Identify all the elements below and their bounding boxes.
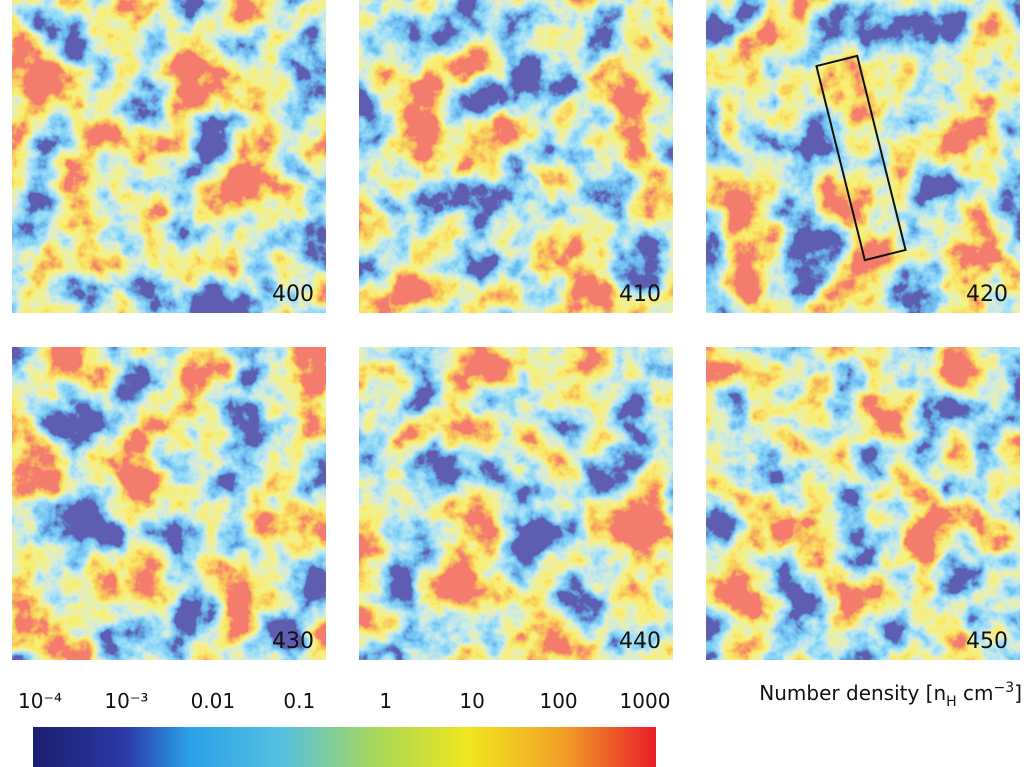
tick-label: 100 <box>539 689 577 713</box>
tick-label: 1 <box>379 689 392 713</box>
density-map <box>359 0 673 313</box>
tick-label: 10⁻⁴ <box>18 689 62 713</box>
tick-label: 1000 <box>620 689 671 713</box>
snapshot-label: 400 <box>272 282 314 307</box>
tick-label: 10 <box>459 689 484 713</box>
label-part: cm <box>957 681 994 705</box>
colorbar <box>33 727 656 767</box>
colorbar-label: Number density [nH cm−3] <box>759 680 1022 710</box>
density-map <box>12 347 326 660</box>
snapshot-label: 430 <box>272 629 314 654</box>
density-map <box>359 347 673 660</box>
tick-label: 0.01 <box>191 689 236 713</box>
density-map <box>12 0 326 313</box>
label-part: Number density [n <box>759 681 946 705</box>
snapshot-label: 410 <box>619 282 661 307</box>
label-part: H <box>946 694 957 710</box>
density-map <box>706 0 1020 313</box>
snapshot-label: 440 <box>619 629 661 654</box>
snapshot-label: 420 <box>966 282 1008 307</box>
snapshot-label: 450 <box>966 629 1008 654</box>
tick-label: 10⁻³ <box>104 689 148 713</box>
selection-box <box>815 54 907 262</box>
density-map <box>706 347 1020 660</box>
label-part: −3 <box>994 680 1015 696</box>
label-part: ] <box>1014 681 1022 705</box>
tick-label: 0.1 <box>283 689 315 713</box>
